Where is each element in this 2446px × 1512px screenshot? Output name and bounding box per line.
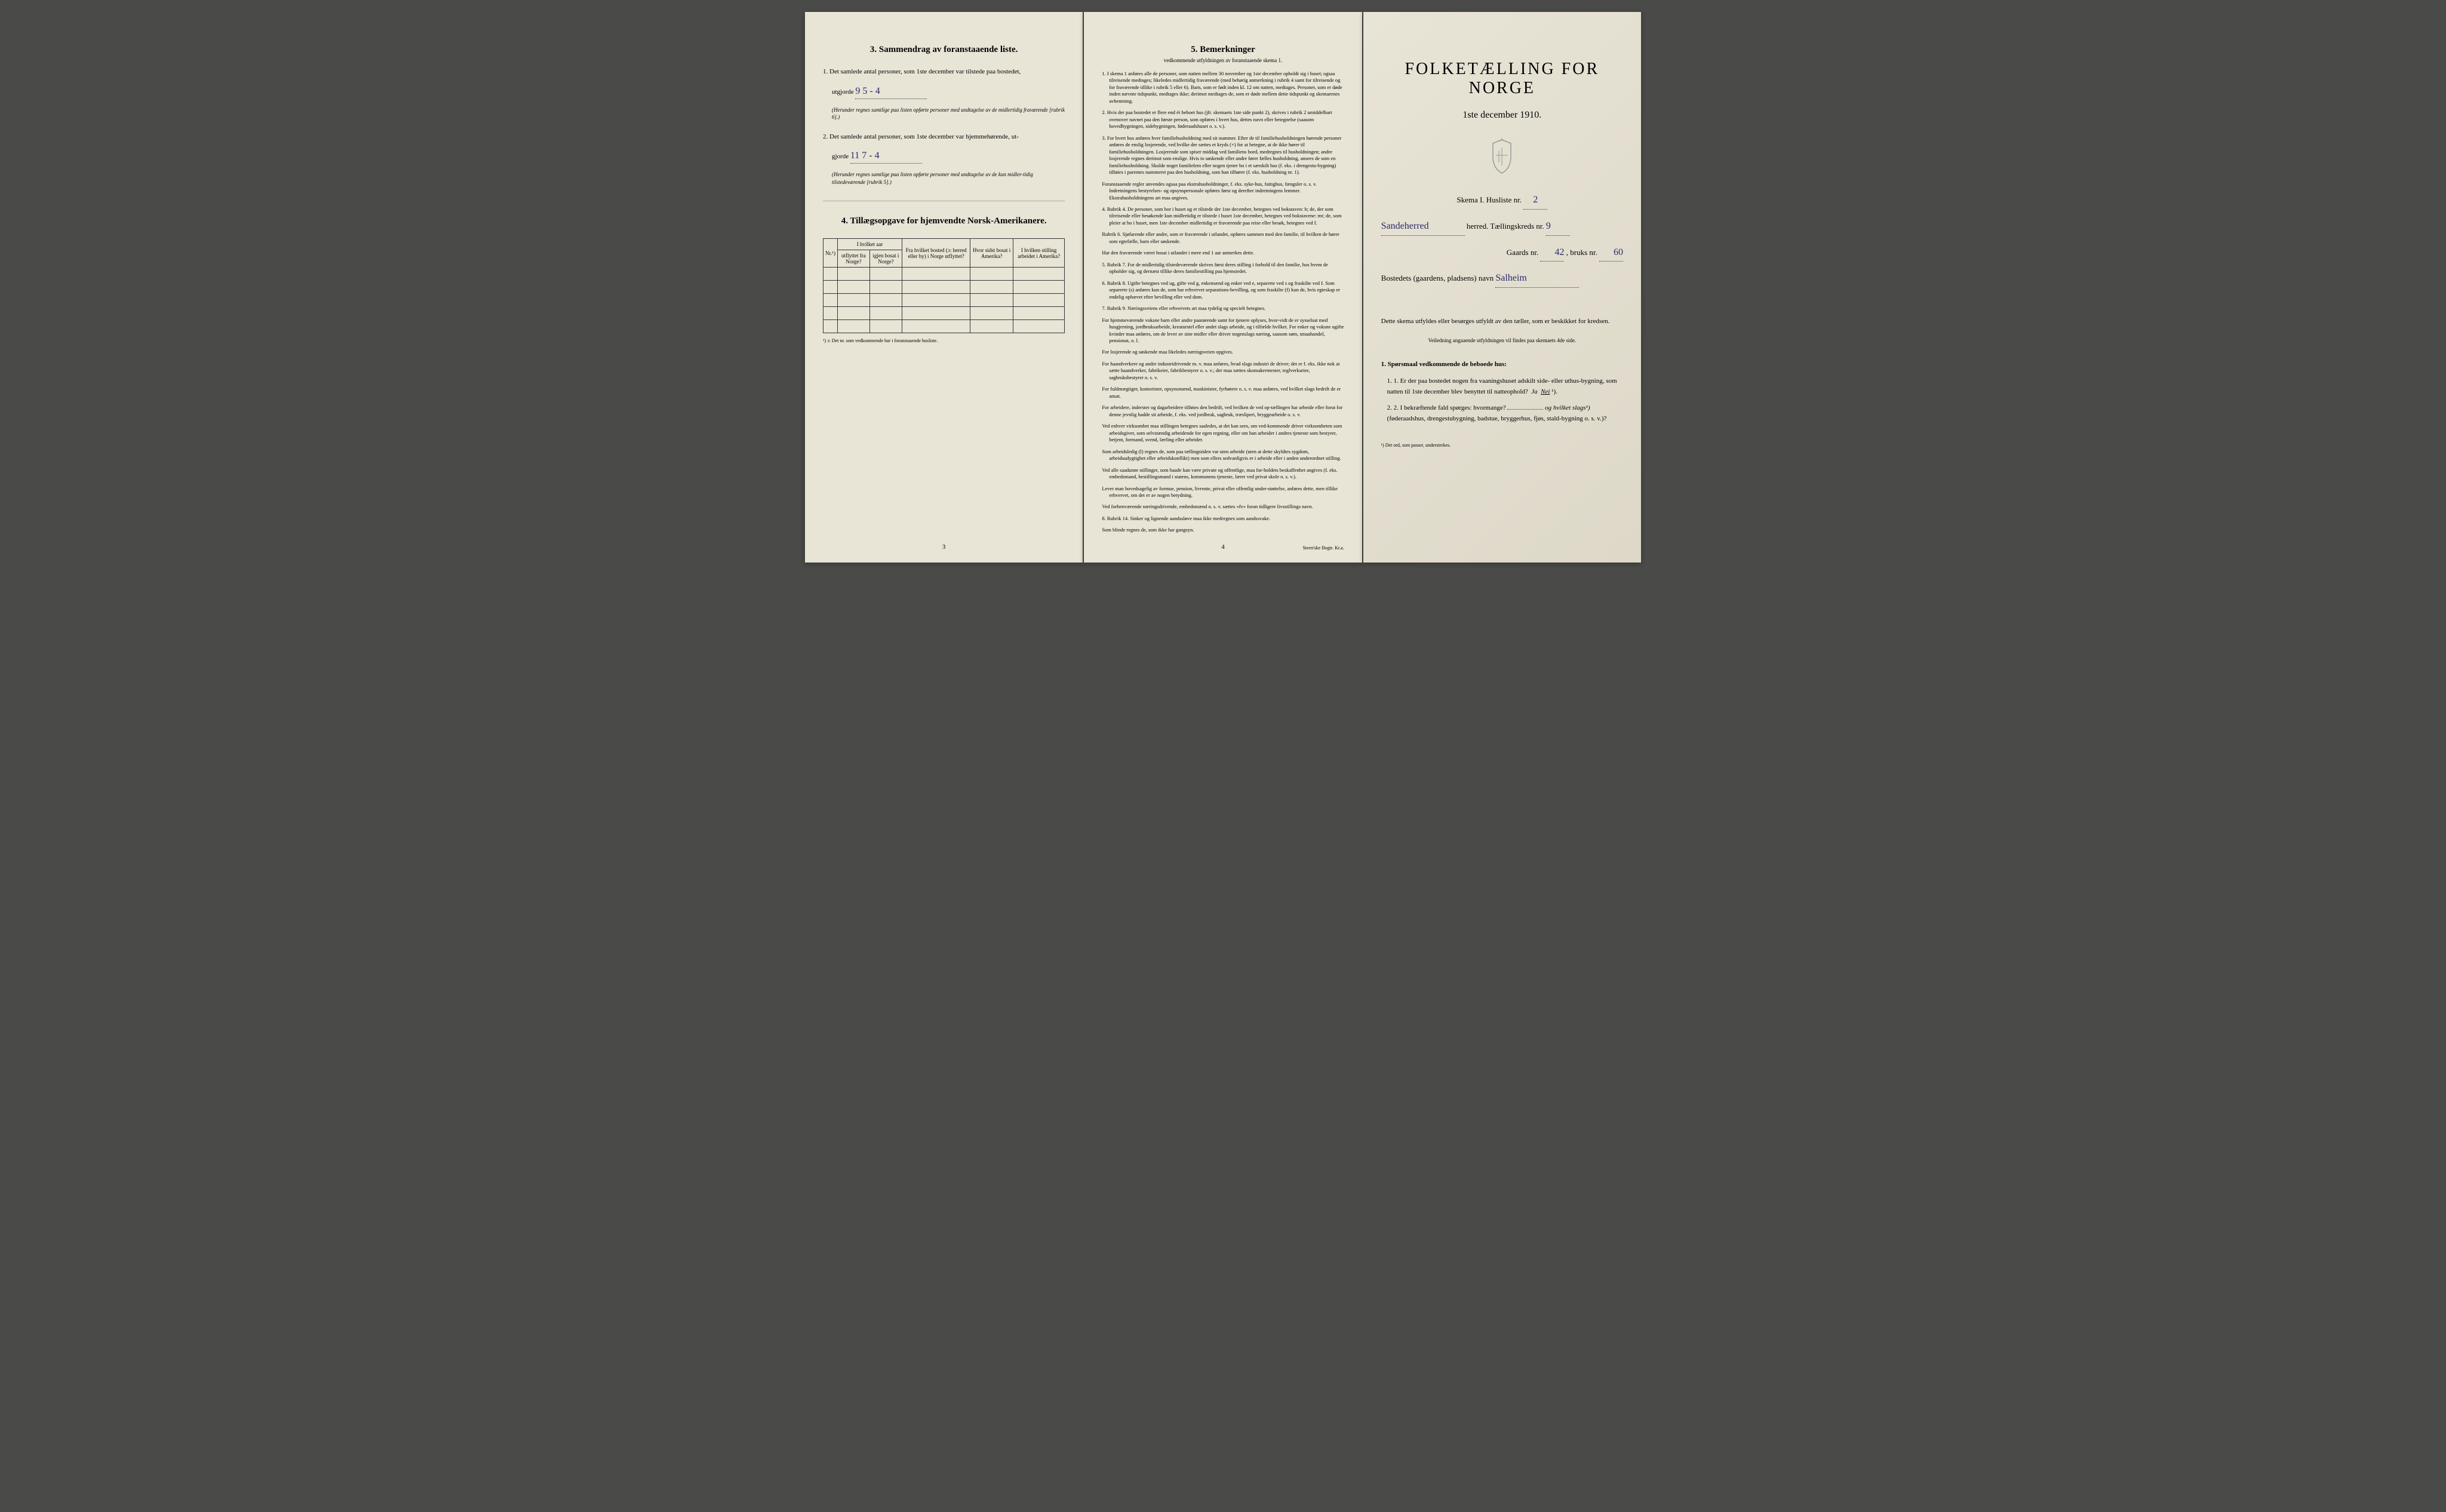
th-emigrated: utflyttet fra Norge? bbox=[837, 250, 869, 268]
item2-label: gjorde bbox=[832, 153, 849, 160]
item1-value: 9 5 - 4 bbox=[855, 84, 927, 99]
q1-ja: Ja bbox=[1531, 388, 1537, 395]
q1-nei: Nei bbox=[1541, 388, 1550, 395]
census-document: 3. Sammendrag av foranstaaende liste. 1.… bbox=[805, 12, 1641, 563]
footnote: ¹) Det ord, som passer, understrekes. bbox=[1381, 442, 1623, 448]
remark-item: 7. Rubrik 9. Næringsveiens eller erhverv… bbox=[1102, 305, 1344, 312]
q2-sub: (føderaadshus, drengestubygning, badstue… bbox=[1387, 415, 1607, 422]
gaards-line: Gaards nr. 42 , bruks nr. 60 bbox=[1381, 244, 1623, 262]
remark-item: Foranstaaende regler anvendes ogsaa paa … bbox=[1102, 181, 1344, 201]
census-date: 1ste december 1910. bbox=[1381, 110, 1623, 121]
remark-item: For hjemmeværende voksne barn eller andr… bbox=[1102, 317, 1344, 345]
table-row bbox=[823, 320, 1065, 333]
table-row bbox=[823, 307, 1065, 320]
q2-blank1 bbox=[1507, 409, 1543, 410]
section3-title: 3. Sammendrag av foranstaaende liste. bbox=[823, 45, 1065, 55]
husliste-nr: 2 bbox=[1523, 192, 1547, 210]
gaards-nr: 42 bbox=[1540, 244, 1564, 262]
remark-item: For haandverkere og andre industridriven… bbox=[1102, 361, 1344, 381]
herred-value: Sandeherred bbox=[1381, 218, 1465, 236]
item1-text: 1. Det samlede antal personer, som 1ste … bbox=[823, 67, 1065, 77]
q2-text: 2. I bekræftende fald spørges: hvormange… bbox=[1394, 404, 1506, 411]
skema-line: Skema I. Husliste nr. 2 bbox=[1381, 192, 1623, 210]
th-where: Hvor sidst bosat i Amerika? bbox=[970, 239, 1013, 268]
question-1: 1. Er der paa bostedet nogen fra vaaning… bbox=[1381, 376, 1623, 397]
americans-table: Nr.¹) I hvilket aar Fra hvilket bosted (… bbox=[823, 238, 1065, 333]
page-right: FOLKETÆLLING FOR NORGE 1ste december 191… bbox=[1363, 12, 1641, 563]
questions: 1. Er der paa bostedet nogen fra vaaning… bbox=[1381, 376, 1623, 424]
th-year: I hvilket aar bbox=[837, 239, 902, 250]
th-from: Fra hvilket bosted (ɔ: herred eller by) … bbox=[902, 239, 970, 268]
q1-foot: ¹). bbox=[1551, 388, 1557, 395]
bruks-nr: 60 bbox=[1599, 244, 1623, 262]
th-returned: igjen bosat i Norge? bbox=[869, 250, 902, 268]
table-row bbox=[823, 268, 1065, 281]
instruction: Dette skema utfyldes eller besørges utfy… bbox=[1381, 318, 1623, 325]
table-row bbox=[823, 294, 1065, 307]
kreds-nr: 9 bbox=[1546, 218, 1570, 236]
section5-subtitle: vedkommende utfyldningen av foranstaaend… bbox=[1102, 57, 1344, 63]
page-number: 3 bbox=[942, 543, 946, 551]
remark-item: Som arbeidsledig (l) regnes de, som paa … bbox=[1102, 448, 1344, 462]
remark-item: Lever man hovedsagelig av formue, pensio… bbox=[1102, 485, 1344, 499]
gaards-label: Gaards nr. bbox=[1507, 248, 1538, 257]
item2-note: (Herunder regnes samtlige paa listen opf… bbox=[832, 171, 1065, 186]
remark-item: Som blinde regnes de, som ikke har gangs… bbox=[1102, 527, 1344, 533]
remark-item: Har den fraværende været bosat i utlande… bbox=[1102, 250, 1344, 256]
herred-label: herred. Tællingskreds nr. bbox=[1467, 222, 1544, 231]
remark-item: For losjerende og søskende maa likeledes… bbox=[1102, 349, 1344, 355]
q1-text: 1. Er der paa bostedet nogen fra vaaning… bbox=[1387, 377, 1617, 395]
main-title: FOLKETÆLLING FOR NORGE bbox=[1381, 60, 1623, 98]
section5-title: 5. Bemerkninger bbox=[1102, 45, 1344, 55]
question-header: 1. Spørsmaal vedkommende de beboede hus: bbox=[1381, 359, 1623, 370]
th-nr: Nr.¹) bbox=[823, 239, 838, 268]
remark-item: 1. I skema 1 anføres alle de personer, s… bbox=[1102, 70, 1344, 105]
remarks-list: 1. I skema 1 anføres alle de personer, s… bbox=[1102, 70, 1344, 534]
bosted-label: Bostedets (gaardens, pladsens) navn bbox=[1381, 273, 1494, 282]
bruks-label: , bruks nr. bbox=[1566, 248, 1597, 257]
item1-note: (Herunder regnes samtlige paa listen opf… bbox=[832, 106, 1065, 121]
item2-value: 11 7 - 4 bbox=[850, 149, 922, 164]
section4-title: 4. Tillægsopgave for hjemvendte Norsk-Am… bbox=[823, 216, 1065, 226]
remark-item: For arbeidere, inderster og dagarbeidere… bbox=[1102, 404, 1344, 418]
page-left: 3. Sammendrag av foranstaaende liste. 1.… bbox=[805, 12, 1083, 563]
remark-item: Ved enhver virksomhet maa stillingen bet… bbox=[1102, 423, 1344, 443]
table-row bbox=[823, 281, 1065, 294]
remark-item: 2. Hvis der paa bostedet er flere end ét… bbox=[1102, 109, 1344, 130]
th-position: I hvilken stilling arbeidet i Amerika? bbox=[1013, 239, 1065, 268]
bosted-line: Bostedets (gaardens, pladsens) navn Salh… bbox=[1381, 270, 1623, 288]
remark-item: 3. For hvert hus anføres hver familiehus… bbox=[1102, 135, 1344, 176]
remark-item: For fuldmægtiger, kontorister, opsynsmæn… bbox=[1102, 386, 1344, 399]
coat-of-arms-icon bbox=[1381, 139, 1623, 180]
remark-item: Rubrik 6. Sjøfarende eller andre, som er… bbox=[1102, 231, 1344, 245]
q2-mid: og hvilket slags¹) bbox=[1545, 404, 1590, 411]
instruction-sub: Veiledning angaaende utfyldningen vil fi… bbox=[1381, 337, 1623, 345]
remark-item: 5. Rubrik 7. For de midlertidig tilstede… bbox=[1102, 262, 1344, 275]
page-middle: 5. Bemerkninger vedkommende utfyldningen… bbox=[1084, 12, 1362, 563]
remark-item: Ved forhenværende næringsdrivende, embed… bbox=[1102, 503, 1344, 510]
bosted-value: Salheim bbox=[1495, 270, 1579, 288]
page-number: 4 bbox=[1221, 543, 1225, 551]
printer-note: Steen'ske Bogtr. Kr.a. bbox=[1302, 545, 1344, 551]
item1-value-line: utgjorde 9 5 - 4 bbox=[832, 84, 1065, 99]
table-footnote: ¹) ɔ: Det nr. som vedkommende har i fora… bbox=[823, 338, 1065, 343]
remark-item: Ved alle saadanne stillinger, som baade … bbox=[1102, 467, 1344, 481]
remark-item: 6. Rubrik 8. Ugifte betegnes ved ug, gif… bbox=[1102, 280, 1344, 300]
skema-label: Skema I. Husliste nr. bbox=[1456, 195, 1522, 204]
item2-text: 2. Det samlede antal personer, som 1ste … bbox=[823, 132, 1065, 142]
remark-item: 8. Rubrik 14. Sinker og lignende aandssl… bbox=[1102, 515, 1344, 522]
herred-line: Sandeherred herred. Tællingskreds nr. 9 bbox=[1381, 218, 1623, 236]
question-2: 2. I bekræftende fald spørges: hvormange… bbox=[1381, 403, 1623, 424]
item2-value-line: gjorde 11 7 - 4 bbox=[832, 149, 1065, 164]
remark-item: 4. Rubrik 4. De personer, som bor i huse… bbox=[1102, 206, 1344, 226]
item1-label: utgjorde bbox=[832, 88, 854, 96]
